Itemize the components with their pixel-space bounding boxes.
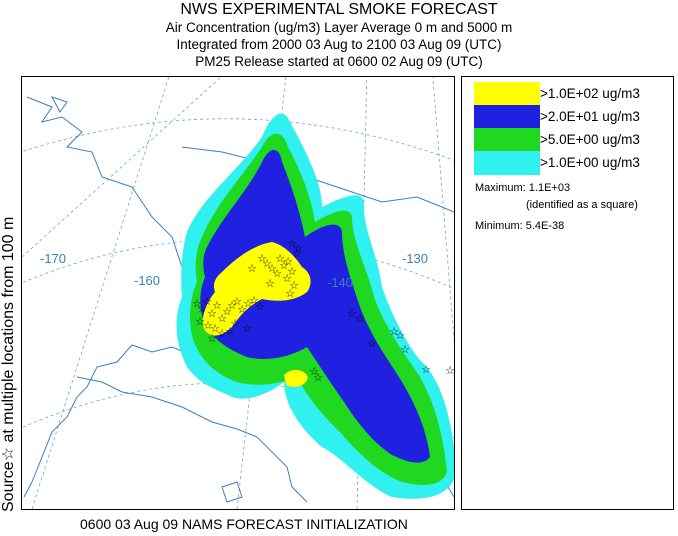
source-star-marker: ☆ xyxy=(247,262,257,275)
source-star-marker: ☆ xyxy=(203,319,213,332)
source-star-marker: ☆ xyxy=(255,300,265,313)
source-star-marker: ☆ xyxy=(222,305,232,318)
source-star-marker: ☆ xyxy=(265,277,275,290)
source-star-marker: ☆ xyxy=(287,265,297,278)
source-star-marker: ☆ xyxy=(313,371,323,384)
legend: >1.0E+02 ug/m3 >2.0E+01 ug/m3 >5.0E+00 u… xyxy=(461,76,674,510)
source-star-marker: ☆ xyxy=(192,297,202,310)
initialization-footer: 0600 03 Aug 09 NAMS FORECAST INITIALIZAT… xyxy=(80,516,408,532)
minimum-value: Minimum: 5.4E-38 xyxy=(475,220,565,232)
source-star-marker: ☆ xyxy=(289,279,299,292)
source-star-marker: ☆ xyxy=(279,259,289,272)
source-markers: ☆☆☆☆☆☆☆☆☆☆☆☆☆☆☆☆☆☆☆☆☆☆☆☆☆☆☆☆☆☆☆☆☆☆☆☆☆☆☆☆… xyxy=(192,237,454,384)
source-star-marker: ☆ xyxy=(243,297,253,310)
source-star-marker: ☆ xyxy=(285,287,295,300)
lon-label-140: -140 xyxy=(327,275,353,290)
release-info: PM25 Release started at 0600 02 Aug 09 (… xyxy=(195,54,483,69)
legend-label: >1.0E+02 ug/m3 xyxy=(540,86,640,101)
legend-swatch xyxy=(474,105,540,129)
longitude-line xyxy=(22,77,222,258)
source-star-marker: ☆ xyxy=(395,329,405,342)
legend-item-blue: >2.0E+01 ug/m3 xyxy=(474,105,669,129)
legend-item-green: >5.0E+00 ug/m3 xyxy=(474,128,669,152)
smoke-plume xyxy=(176,113,454,499)
maximum-value: Maximum: 1.1E+03 xyxy=(475,182,571,194)
source-star-marker: ☆ xyxy=(237,303,247,316)
source-star-marker: ☆ xyxy=(421,363,431,376)
legend-label: >2.0E+01 ug/m3 xyxy=(540,109,640,124)
forecast-title: NWS EXPERIMENTAL SMOKE FORECAST xyxy=(180,1,498,18)
source-star-marker: ☆ xyxy=(195,315,205,328)
source-star-marker: ☆ xyxy=(210,322,220,335)
legend-swatch xyxy=(474,82,540,106)
concentration-subtitle: Air Concentration (ug/m3) Layer Average … xyxy=(165,20,513,35)
source-star-marker: ☆ xyxy=(282,272,292,285)
source-star-marker: ☆ xyxy=(207,332,217,345)
source-star-marker: ☆ xyxy=(287,237,297,250)
legend-item-yellow: >1.0E+02 ug/m3 xyxy=(474,82,669,106)
legend-label: >5.0E+00 ug/m3 xyxy=(540,132,640,147)
integration-period: Integrated from 2000 03 Aug to 2100 03 A… xyxy=(176,37,502,52)
plume-yellow-small xyxy=(284,369,308,387)
source-star-marker: ☆ xyxy=(309,365,319,378)
island-coast xyxy=(221,481,243,503)
source-star-marker: ☆ xyxy=(445,364,454,377)
longitude-line xyxy=(31,77,170,509)
legend-item-cyan: >1.0E+00 ug/m3 xyxy=(474,151,669,175)
maximum-note: (identified as a square) xyxy=(526,199,638,211)
source-star-marker: ☆ xyxy=(202,295,212,308)
legend-swatch xyxy=(474,151,540,175)
source-star-marker: ☆ xyxy=(275,252,285,265)
source-star-marker: ☆ xyxy=(257,252,267,265)
source-star-marker: ☆ xyxy=(207,307,217,320)
source-star-marker: ☆ xyxy=(272,267,282,280)
source-star-marker: ☆ xyxy=(283,255,293,268)
plume-blue xyxy=(200,149,430,463)
smoke-map: ☆ ☆ ☆ ☆ ☆ ☆ ☆ ☆ ☆ ☆ ☆ ☆ ☆ ☆ ☆ ☆ ☆ ☆ ☆ ☆ ☆ ☆ ☆ ☆ ☆ ☆ ☆ ☆ ☆ ☆ ☆ ☆ ☆ ☆ ☆ ☆ ☆ ☆ ☆ ☆… xyxy=(21,76,455,510)
source-star-marker: ☆ xyxy=(217,327,227,340)
longitude-labels: -170 -160 -140 -130 xyxy=(40,251,428,290)
source-star-marker: ☆ xyxy=(217,312,227,325)
source-star-marker: ☆ xyxy=(232,295,242,308)
lon-label-160: -160 xyxy=(134,273,160,288)
source-star-marker: ☆ xyxy=(292,247,302,260)
source-star-marker: ☆ xyxy=(267,262,277,275)
plume-yellow xyxy=(202,242,311,336)
source-star-marker: ☆ xyxy=(367,337,377,350)
source-star-marker: ☆ xyxy=(389,325,399,338)
latitude-line xyxy=(22,118,454,161)
legend-swatch xyxy=(474,128,540,152)
coastline-north xyxy=(181,146,454,213)
source-star-marker: ☆ xyxy=(242,322,252,335)
source-star-marker: ☆ xyxy=(293,242,303,255)
coastline-bristol xyxy=(76,376,308,503)
source-star-marker: ☆ xyxy=(230,317,240,330)
source-star-marker: ☆ xyxy=(355,312,365,325)
source-side-label: Source☆ at multiple locations from 100 m xyxy=(0,216,17,512)
source-star-marker: ☆ xyxy=(262,257,272,270)
source-star-marker: ☆ xyxy=(249,294,259,307)
source-star-marker: ☆ xyxy=(347,307,357,320)
map-canvas: ☆☆☆☆☆☆☆☆☆☆☆☆☆☆☆☆☆☆☆☆☆☆☆☆☆☆☆☆☆☆☆☆☆☆☆☆☆☆☆☆… xyxy=(22,77,454,509)
source-star-marker: ☆ xyxy=(225,325,235,338)
source-star-marker: ☆ xyxy=(197,302,207,315)
source-star-marker: ☆ xyxy=(227,299,237,312)
island-coast xyxy=(50,96,68,113)
source-star-marker: ☆ xyxy=(400,343,410,356)
source-star-marker: ☆ xyxy=(212,299,222,312)
lon-label-130: -130 xyxy=(402,251,428,266)
lon-label-170: -170 xyxy=(40,251,66,266)
legend-label: >1.0E+00 ug/m3 xyxy=(540,155,640,170)
